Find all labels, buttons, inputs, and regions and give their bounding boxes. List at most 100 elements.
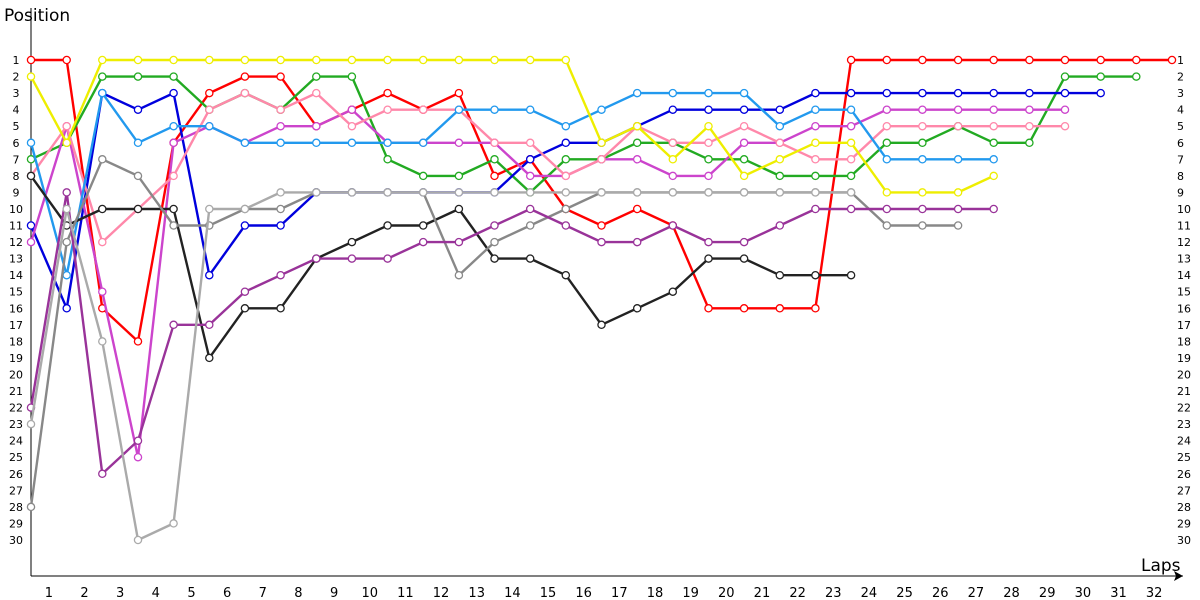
data-point	[205, 204, 214, 214]
y-tick-label-left: 28	[9, 501, 23, 514]
y-tick-label-right: 5	[1177, 120, 1184, 133]
x-tick-label: 3	[116, 586, 124, 600]
data-point	[347, 138, 357, 148]
series-10	[26, 188, 998, 479]
data-point	[953, 55, 963, 65]
data-point	[169, 171, 178, 181]
data-point	[240, 221, 250, 230]
x-tick-label: 30	[1075, 586, 1092, 600]
data-point	[98, 55, 107, 65]
data-point	[597, 138, 606, 148]
x-tick-label: 10	[361, 586, 378, 600]
x-tick-label: 8	[294, 586, 302, 600]
x-tick-label: 5	[187, 586, 195, 600]
data-point	[312, 88, 321, 98]
x-tick-label: 32	[1146, 586, 1163, 600]
x-tick-label: 2	[80, 586, 88, 600]
data-point	[454, 270, 464, 280]
x-tick-label: 11	[397, 586, 414, 600]
x-tick-label: 17	[611, 586, 628, 600]
data-point	[525, 55, 535, 65]
y-tick-label-left: 18	[9, 335, 23, 348]
y-tick-label-right: 24	[1177, 435, 1191, 448]
x-tick-label: 14	[504, 586, 521, 600]
data-point	[26, 419, 36, 429]
data-point	[561, 155, 571, 164]
data-point	[704, 121, 713, 131]
y-tick-label-left: 29	[9, 517, 23, 530]
data-point	[347, 105, 357, 114]
x-axis-arrowhead	[1174, 571, 1183, 581]
data-point	[739, 138, 749, 148]
x-tick-label: 31	[1110, 586, 1127, 600]
data-point	[205, 353, 214, 363]
data-point	[632, 155, 642, 164]
data-point	[953, 105, 963, 114]
data-point	[882, 221, 892, 230]
data-point	[383, 254, 392, 263]
y-tick-label-left: 1	[13, 54, 20, 67]
y-tick-label-left: 20	[9, 368, 23, 381]
data-point	[775, 105, 785, 114]
data-point	[169, 72, 178, 81]
series-line	[29, 191, 852, 542]
y-tick-label-left: 23	[9, 418, 23, 431]
data-point	[276, 72, 285, 81]
x-tick-label: 15	[540, 586, 557, 600]
y-ticks-right: 1234567891011121314151617181920212223242…	[1177, 54, 1191, 547]
data-point	[98, 287, 107, 296]
data-point	[704, 188, 713, 197]
y-tick-label-left: 30	[9, 534, 23, 547]
y-tick-label-right: 27	[1177, 484, 1191, 497]
data-point	[62, 188, 71, 197]
data-point	[1096, 55, 1105, 65]
data-point	[1025, 138, 1034, 148]
y-tick-label-right: 26	[1177, 468, 1191, 481]
data-point	[276, 105, 285, 114]
data-point	[133, 171, 143, 181]
data-point	[133, 436, 143, 445]
data-point	[846, 188, 856, 197]
data-point	[26, 155, 36, 164]
data-point	[953, 188, 963, 197]
y-tick-label-right: 13	[1177, 253, 1191, 266]
y-tick-label-right: 19	[1177, 352, 1191, 365]
data-point	[632, 138, 642, 148]
data-point	[169, 204, 178, 214]
data-point	[882, 105, 892, 114]
data-point	[169, 121, 178, 131]
data-point	[953, 88, 963, 98]
data-point	[918, 138, 927, 148]
x-tick-label: 12	[433, 586, 450, 600]
data-point	[739, 171, 749, 181]
data-point	[133, 535, 143, 545]
data-point	[632, 88, 642, 98]
data-point	[312, 138, 321, 148]
data-point	[169, 55, 178, 65]
series-6	[26, 88, 998, 280]
data-point	[918, 155, 927, 164]
data-point	[383, 88, 392, 98]
x-axis-title: Laps	[1141, 556, 1181, 576]
data-point	[846, 55, 856, 65]
data-point	[490, 221, 499, 230]
y-tick-label-left: 25	[9, 451, 23, 464]
data-point	[525, 221, 535, 230]
data-point	[205, 121, 214, 131]
y-tick-label-left: 26	[9, 468, 23, 481]
data-point	[454, 171, 464, 181]
data-point	[525, 254, 535, 263]
data-point	[1060, 55, 1070, 65]
data-point	[26, 55, 36, 65]
data-point	[133, 72, 143, 81]
data-point	[704, 155, 713, 164]
y-axis-title: Position	[4, 6, 71, 26]
series-line	[29, 91, 994, 277]
data-point	[26, 72, 36, 81]
data-point	[240, 88, 250, 98]
data-point	[882, 138, 892, 148]
y-tick-label-right: 4	[1177, 104, 1184, 117]
data-point	[240, 138, 250, 148]
data-point	[1132, 55, 1141, 65]
data-point	[205, 88, 214, 98]
